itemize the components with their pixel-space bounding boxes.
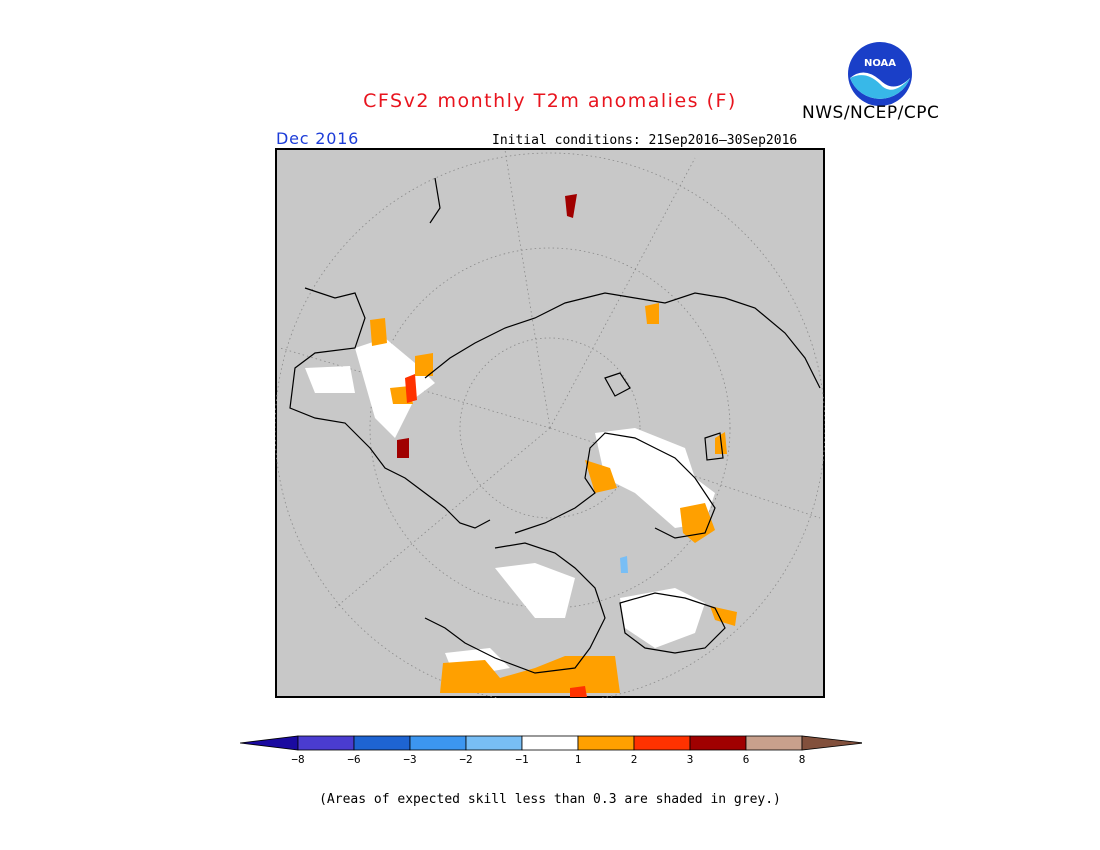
meridian-4	[549, 157, 696, 429]
area-canada-central	[495, 563, 575, 618]
colorbar-tick-label: −3	[403, 753, 416, 766]
colorbar: −8 −6 −3 −2 −1 1 2 3 6 8	[240, 735, 862, 766]
warm-area-1	[370, 318, 387, 346]
agency-label: NWS/NCEP/CPC	[802, 103, 940, 123]
initial-conditions: Initial conditions: 21Sep2016–30Sep2016	[492, 133, 798, 148]
colorbar-tick-label: −6	[347, 753, 360, 766]
colorbar-tick-label: −8	[291, 753, 304, 766]
coast-siberia	[424, 292, 821, 389]
colorbar-tick-label: 6	[743, 753, 750, 766]
colorbar-bin	[689, 735, 747, 751]
warm-area-usa	[440, 656, 620, 693]
warm-area-2	[415, 353, 433, 376]
colorbar-segments	[240, 735, 862, 751]
area-greenland	[595, 428, 715, 528]
hot-area-1	[405, 374, 417, 403]
colorbar-tick-label: −1	[515, 753, 528, 766]
coast-island-2	[604, 372, 631, 397]
hot-area-2	[397, 438, 409, 458]
lat-circle-inner	[459, 337, 641, 519]
colorbar-bin	[409, 735, 467, 751]
colorbar-tick-label: 3	[687, 753, 694, 766]
map-title: CFSv2 monthly T2m anomalies (F)	[363, 90, 737, 112]
colorbar-bin	[297, 735, 355, 751]
skill-footnote: (Areas of expected skill less than 0.3 a…	[319, 792, 781, 807]
hot-area-4	[570, 686, 587, 697]
colorbar-bin	[577, 735, 635, 751]
valid-month: Dec 2016	[276, 129, 360, 148]
colorbar-tick-labels: −8 −6 −3 −2 −1 1 2 3 6 8	[291, 753, 805, 766]
area-canada-east	[620, 588, 705, 648]
colorbar-tick-label: 8	[799, 753, 806, 766]
noaa-logo: NOAA	[848, 42, 912, 106]
polar-map	[275, 148, 825, 698]
warm-anomaly-areas	[370, 303, 737, 693]
area-westeurope	[305, 366, 355, 393]
coast-greenland	[514, 432, 716, 539]
colorbar-bin	[465, 735, 523, 751]
strong-warm-areas	[397, 194, 587, 697]
coast-alaska	[619, 592, 726, 654]
colorbar-bin	[353, 735, 411, 751]
warm-area-8	[645, 303, 659, 324]
hot-area-3	[565, 194, 577, 218]
colorbar-arrow-low	[240, 735, 299, 751]
colorbar-tick-label: 1	[575, 753, 582, 766]
cool-area-1	[620, 556, 628, 573]
noaa-logo-water	[850, 75, 910, 99]
colorbar-bin	[745, 735, 803, 751]
colorbar-bin	[521, 735, 579, 751]
colorbar-arrow-high	[801, 735, 862, 751]
coastlines	[289, 177, 821, 674]
coast-north-america	[424, 542, 606, 674]
meridian-1	[504, 149, 551, 429]
warm-area-5	[680, 503, 715, 543]
coast-island-1	[429, 177, 441, 224]
colorbar-tick-label: −2	[459, 753, 472, 766]
coast-eurasia-west	[289, 287, 491, 529]
colorbar-bin	[633, 735, 691, 751]
meridian-5	[334, 427, 551, 609]
warm-area-4	[585, 460, 617, 493]
lat-circle-mid	[369, 247, 731, 609]
coast-island-3	[704, 432, 724, 461]
noaa-logo-text: NOAA	[864, 58, 896, 69]
colorbar-tick-label: 2	[631, 753, 638, 766]
